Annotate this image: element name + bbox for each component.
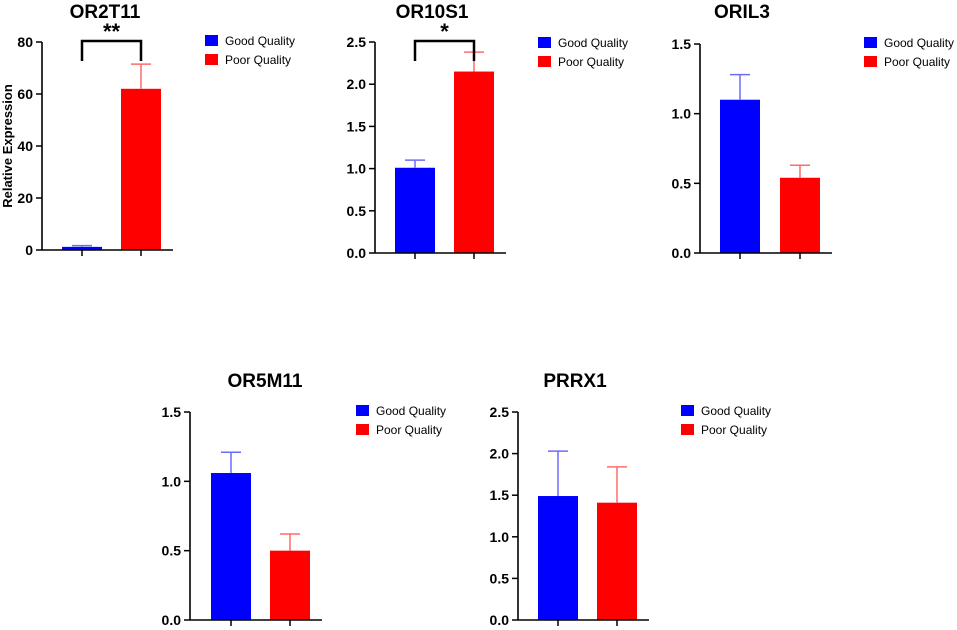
bar-poor-quality: [454, 71, 494, 253]
y-tick-label: 0.0: [347, 245, 367, 261]
y-tick-label: 2.5: [347, 34, 367, 50]
chart-title: OR10S1: [396, 2, 469, 23]
legend-label: Poor Quality: [558, 55, 624, 69]
legend-label: Good Quality: [558, 36, 628, 50]
bar-good-quality: [395, 167, 435, 253]
y-tick-label: 40: [17, 138, 33, 154]
y-tick-label: 60: [17, 86, 33, 102]
significance-marker: *: [440, 19, 449, 44]
y-tick-label: 0.0: [162, 612, 182, 628]
chart-title: PRRX1: [543, 371, 607, 392]
legend-swatch-good-quality: [356, 405, 369, 416]
chart-title: ORIL3: [714, 2, 770, 23]
legend-label: Poor Quality: [701, 423, 767, 437]
bar-good-quality: [62, 246, 102, 250]
y-tick-label: 20: [17, 190, 33, 206]
y-tick-label: 1.0: [347, 161, 367, 177]
legend-label: Poor Quality: [376, 423, 442, 437]
legend-swatch-poor-quality: [864, 56, 877, 67]
y-tick-label: 1.5: [672, 36, 692, 52]
bar-poor-quality: [780, 177, 820, 253]
legend-label: Poor Quality: [225, 53, 291, 67]
y-tick-label: 0.0: [672, 245, 692, 261]
chart-title: OR5M11: [228, 371, 303, 392]
y-axis-label: Relative Expression: [0, 84, 15, 208]
y-tick-label: 0.5: [162, 543, 182, 559]
bar-good-quality: [211, 473, 251, 620]
bar-good-quality: [720, 99, 760, 253]
legend-swatch-good-quality: [538, 37, 551, 48]
y-tick-label: 1.5: [490, 487, 510, 503]
chart-panel-or2t11: OR2T11 Relative Expression 0 20 40 60 80 ** Good…: [0, 2, 295, 258]
chart-title: OR2T11: [70, 2, 141, 23]
y-tick-label: 2.0: [347, 76, 367, 92]
y-tick-label: 0.5: [672, 175, 692, 191]
legend-label: Good Quality: [884, 36, 954, 50]
legend-label: Good Quality: [376, 404, 446, 418]
significance-bracket: [413, 39, 476, 61]
legend-swatch-good-quality: [205, 35, 218, 46]
chart-panel-or10s1: OR10S1 0.0 0.5 1.0 1.5 2.0 2.5 * Good Quality Poo…: [347, 2, 629, 261]
chart-panel-oril3: ORIL3 0.0 0.5 1.0 1.5 Good Quality Poor Qualit…: [672, 2, 955, 261]
significance-marker: **: [103, 19, 121, 44]
y-tick-label: 0: [25, 242, 33, 258]
legend-swatch-poor-quality: [681, 424, 694, 435]
bar-good-quality: [538, 496, 578, 620]
bar-poor-quality: [121, 88, 161, 250]
y-tick-label: 0.0: [490, 612, 510, 628]
y-tick-label: 1.5: [162, 404, 182, 420]
legend-swatch-poor-quality: [538, 56, 551, 67]
legend-label: Good Quality: [225, 34, 295, 48]
y-tick-label: 0.5: [347, 203, 367, 219]
chart-panel-or5m11: OR5M11 0.0 0.5 1.0 1.5 Good Quality Poor Quali…: [162, 371, 447, 628]
legend-label: Good Quality: [701, 404, 771, 418]
legend-swatch-good-quality: [681, 405, 694, 416]
legend-swatch-poor-quality: [356, 424, 369, 435]
y-tick-label: 0.5: [490, 570, 510, 586]
bar-poor-quality: [270, 550, 310, 620]
bar-poor-quality: [597, 502, 637, 620]
legend-label: Poor Quality: [884, 55, 950, 69]
legend-swatch-good-quality: [864, 37, 877, 48]
y-tick-label: 80: [17, 34, 33, 50]
chart-panel-prrx1: PRRX1 0.0 0.5 1.0 1.5 2.0 2.5 Good Quality Poor …: [490, 371, 772, 628]
y-tick-label: 2.5: [490, 404, 510, 420]
y-tick-label: 1.5: [347, 118, 367, 134]
y-tick-label: 1.0: [490, 529, 510, 545]
y-tick-label: 2.0: [490, 446, 510, 462]
legend-swatch-poor-quality: [205, 54, 218, 65]
y-tick-label: 1.0: [672, 106, 692, 122]
y-tick-label: 1.0: [162, 473, 182, 489]
significance-bracket: [80, 39, 143, 61]
